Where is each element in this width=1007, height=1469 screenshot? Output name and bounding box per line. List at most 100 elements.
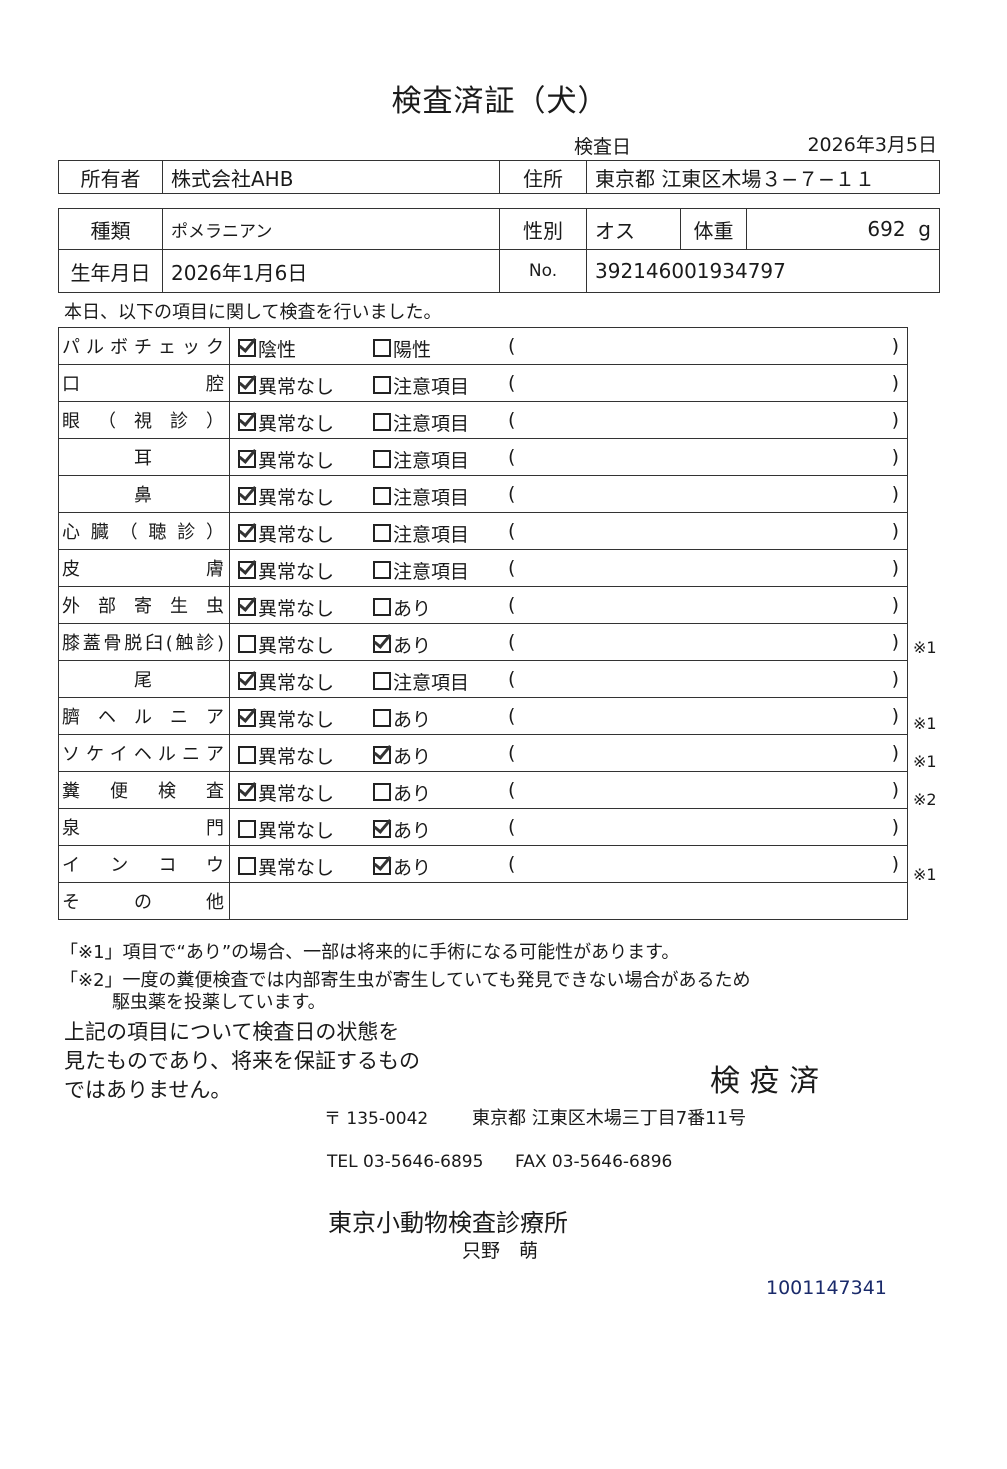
option-label: 注意項目 (393, 413, 470, 435)
checkbox-icon (238, 635, 256, 653)
clinic-postal: 〒 135-0042 (324, 1109, 429, 1129)
checkbox-icon (373, 598, 391, 616)
option-label: 注意項目 (393, 672, 470, 694)
checklist-row: 膝蓋骨脱臼(触診) 異常なし あり () (58, 623, 908, 661)
checklist-result: 異常なし あり () (229, 808, 908, 846)
checklist-option-2: 注意項目 (373, 409, 469, 436)
checklist-row: 口腔 異常なし 注意項目 () (58, 364, 908, 402)
paren-open: ( (508, 631, 516, 653)
checklist-option-2: あり (373, 853, 431, 880)
weight-value: 692 g (746, 208, 940, 250)
checklist-result: 異常なし あり () (229, 734, 908, 772)
checklist-row: 泉門 異常なし あり () (58, 808, 908, 846)
option-label: 陽性 (393, 339, 432, 361)
paren-open: ( (508, 668, 516, 690)
checklist-item-name: 耳 (58, 438, 230, 476)
checked-box-icon (373, 857, 391, 875)
checklist-item-name: 鼻 (58, 475, 230, 513)
checklist-note-mark: ※2 (913, 789, 937, 809)
pet-table: 種類 ポメラニアン 性別 オス 体重 692 g 生年月日 2026年1月6日 … (58, 208, 940, 293)
option-label: 異常なし (258, 524, 335, 546)
paren-open: ( (508, 335, 516, 357)
address-label: 住所 (499, 160, 587, 194)
footnote-2: 「※2」一度の糞便検査では内部寄生虫が寄生していても発見できない場合があるため (60, 970, 751, 991)
checklist-item-name: 口腔 (58, 364, 230, 402)
option-label: 注意項目 (393, 524, 470, 546)
option-label: あり (393, 783, 432, 805)
checked-box-icon (238, 487, 256, 505)
checklist-option-2: 注意項目 (373, 668, 469, 695)
option-label: 異常なし (258, 598, 335, 620)
checklist-item-name: 外部寄生虫 (58, 586, 230, 624)
clinic-tel: TEL 03-5646-6895 (327, 1152, 484, 1172)
checked-box-icon (238, 783, 256, 801)
checklist-row: 外部寄生虫 異常なし あり () (58, 586, 908, 624)
paren-close: ) (891, 520, 899, 542)
checklist-option-2: あり (373, 742, 431, 769)
option-label: 陰性 (258, 339, 297, 361)
checklist-option-1: 異常なし (238, 557, 334, 584)
checklist-option-2: あり (373, 779, 431, 806)
checklist-row: 臍ヘルニア 異常なし あり () (58, 697, 908, 735)
paren-close: ) (891, 409, 899, 431)
checklist-note-mark: ※1 (913, 714, 937, 733)
exam-date: 2026年3月5日 (807, 134, 937, 156)
checked-box-icon (238, 561, 256, 579)
checklist-item-name: 皮膚 (58, 549, 230, 587)
checkbox-icon (238, 820, 256, 838)
checklist-option-2: あり (373, 594, 431, 621)
paren-open: ( (508, 705, 516, 727)
checklist-row: ソケイヘルニア 異常なし あり () (58, 734, 908, 772)
checklist-result: 異常なし あり () (229, 586, 908, 624)
checklist-row: 尾 異常なし 注意項目 () (58, 660, 908, 698)
checklist-item-name: ソケイヘルニア (58, 734, 230, 772)
paren-close: ) (891, 816, 899, 838)
checklist-row: 心臓（聴診） 異常なし 注意項目 () (58, 512, 908, 550)
checklist-option-2: あり (373, 705, 431, 732)
checklist-option-1: 異常なし (238, 742, 334, 769)
disclaimer-line: ではありません。 (64, 1078, 232, 1102)
checklist-result: 陰性 陽性 () (229, 327, 908, 365)
paren-close: ) (891, 594, 899, 616)
checklist-row: 皮膚 異常なし 注意項目 () (58, 549, 908, 587)
checklist-result: 異常なし あり () (229, 771, 908, 809)
option-label: 異常なし (258, 672, 335, 694)
checked-box-icon (238, 376, 256, 394)
checked-box-icon (238, 413, 256, 431)
checklist-result: 異常なし 注意項目 () (229, 401, 908, 439)
checkbox-icon (373, 783, 391, 801)
sex-value: オス (586, 208, 681, 250)
other-value (229, 882, 908, 920)
checklist-option-2: あり (373, 816, 431, 843)
clinic-name: 東京小動物検査診療所 (328, 1209, 568, 1237)
checked-box-icon (238, 672, 256, 690)
checkbox-icon (373, 450, 391, 468)
checklist-row: 眼（視診） 異常なし 注意項目 () (58, 401, 908, 439)
option-label: 異常なし (258, 746, 335, 768)
checklist-item-name: 泉門 (58, 808, 230, 846)
no-label: No. (499, 249, 587, 293)
checklist-result: 異常なし 注意項目 () (229, 364, 908, 402)
checkbox-icon (373, 524, 391, 542)
checklist-option-1: 異常なし (238, 594, 334, 621)
checkbox-icon (373, 709, 391, 727)
option-label: 異常なし (258, 561, 335, 583)
option-label: あり (393, 709, 432, 731)
option-label: 異常なし (258, 450, 335, 472)
checklist-option-2: 注意項目 (373, 557, 469, 584)
paren-close: ) (891, 446, 899, 468)
paren-close: ) (891, 335, 899, 357)
checklist-option-1: 異常なし (238, 631, 334, 658)
checklist-result: 異常なし あり () (229, 697, 908, 735)
checklist-row: 鼻 異常なし 注意項目 () (58, 475, 908, 513)
option-label: 異常なし (258, 820, 335, 842)
option-label: 注意項目 (393, 561, 470, 583)
checklist-result: 異常なし 注意項目 () (229, 512, 908, 550)
checked-box-icon (373, 746, 391, 764)
checkbox-icon (373, 561, 391, 579)
checklist-row-other: その他 (58, 882, 908, 920)
sex-label: 性別 (499, 208, 587, 250)
paren-close: ) (891, 853, 899, 875)
checklist-item-name: 膝蓋骨脱臼(触診) (58, 623, 230, 661)
paren-close: ) (891, 483, 899, 505)
